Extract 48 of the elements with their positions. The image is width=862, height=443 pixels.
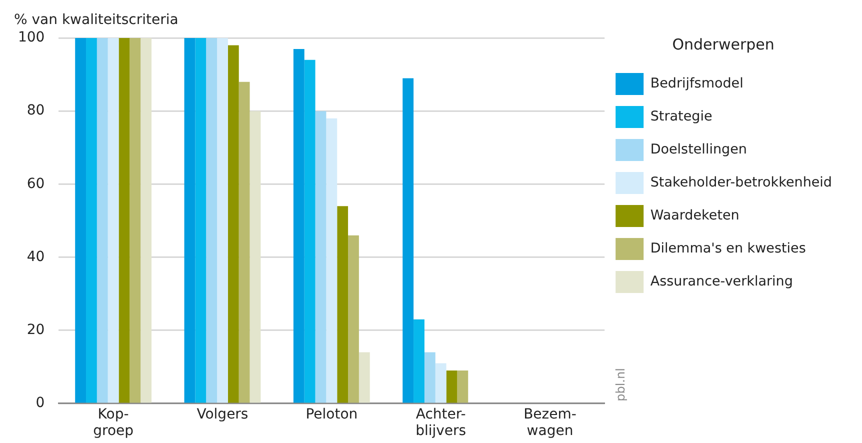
x-tick-label: Achter- blijvers <box>416 406 466 440</box>
bar <box>402 78 414 403</box>
legend-label: Waardeketen <box>650 208 740 224</box>
bar <box>414 319 424 403</box>
legend-label: Strategie <box>650 108 712 124</box>
bar <box>250 111 261 403</box>
legend-label: Dilemma's en kwesties <box>650 240 806 256</box>
bar <box>86 38 97 403</box>
bar <box>238 82 250 403</box>
bar <box>424 352 436 403</box>
bar <box>206 38 218 403</box>
y-axis-title: % van kwaliteitscriteria <box>14 12 178 28</box>
y-tick-label: 60 <box>26 176 45 192</box>
y-tick-label: 40 <box>26 248 45 265</box>
x-tick-label: Peloton <box>306 406 358 422</box>
x-tick-label: Volgers <box>196 406 248 422</box>
bar <box>304 60 316 403</box>
legend-label: Bedrijfsmodel <box>650 76 744 92</box>
bar <box>457 370 468 403</box>
bar <box>326 118 338 403</box>
bar <box>195 38 206 403</box>
bar <box>337 206 348 403</box>
bar <box>108 38 119 403</box>
bar <box>228 45 239 403</box>
x-tick-label: Bezem- wagen <box>524 406 576 440</box>
x-tick-label: Kop- groep <box>93 406 134 440</box>
bar <box>96 38 108 403</box>
bar <box>130 38 141 403</box>
bar <box>435 363 446 403</box>
bar <box>446 370 458 403</box>
bar <box>184 38 196 403</box>
bar <box>118 38 130 403</box>
legend-title: Onderwerpen <box>672 35 774 54</box>
bar <box>348 235 359 403</box>
y-tick-label: 80 <box>26 102 45 119</box>
legend-label: Assurance-verklaring <box>650 274 793 290</box>
y-tick-label: 100 <box>18 30 45 46</box>
text: pbl.nl <box>614 368 628 402</box>
bar <box>217 38 228 403</box>
legend-label: Stakeholder-betrokkenheid <box>650 174 832 190</box>
bar <box>315 111 326 403</box>
y-tick-label: 0 <box>36 395 45 412</box>
bar <box>358 352 370 403</box>
bar <box>75 38 86 403</box>
bar <box>140 38 152 403</box>
y-tick-label: 20 <box>26 322 45 338</box>
legend-label: Doelstellingen <box>650 142 747 158</box>
bar <box>293 48 304 403</box>
